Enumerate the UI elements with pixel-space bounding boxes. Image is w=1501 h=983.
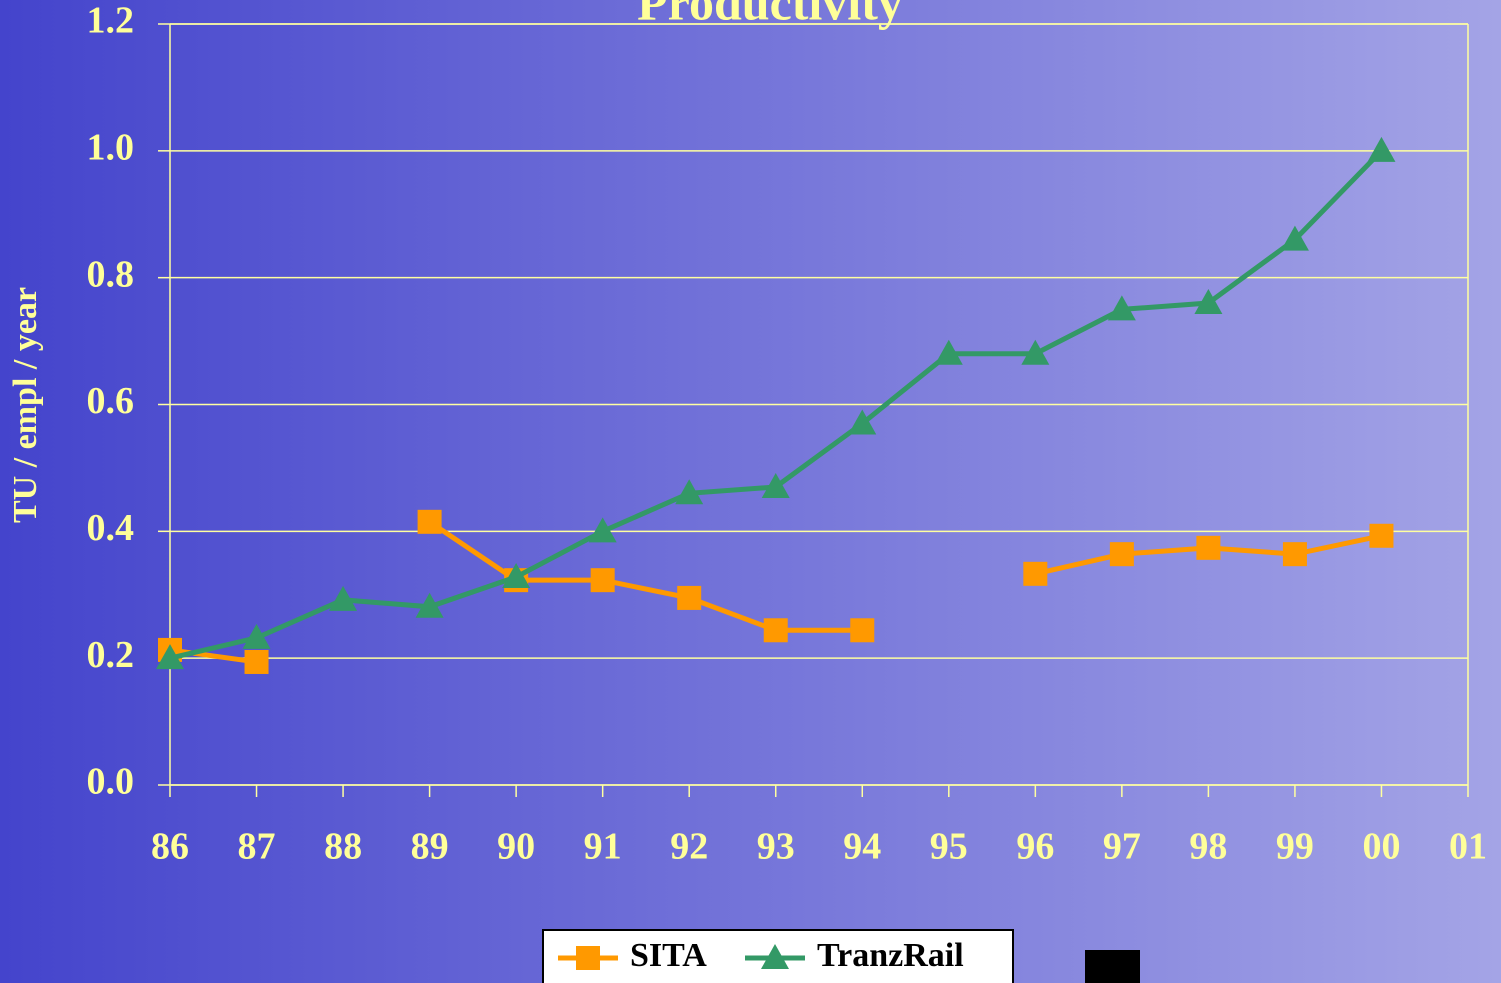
x-tick-label: 98 bbox=[1189, 826, 1227, 868]
x-tick-label: 93 bbox=[757, 826, 795, 868]
data-point bbox=[417, 509, 442, 534]
data-point bbox=[675, 479, 704, 505]
data-point bbox=[1196, 535, 1221, 560]
legend-marker bbox=[761, 944, 789, 969]
y-axis-label: TU / empl / year bbox=[7, 287, 44, 523]
y-tick-label: 1.0 bbox=[87, 127, 135, 169]
x-tick-label: 91 bbox=[584, 826, 622, 868]
data-point bbox=[1367, 136, 1396, 162]
y-tick-label: 0.0 bbox=[87, 761, 135, 803]
data-point bbox=[588, 517, 617, 543]
x-tick-label: 90 bbox=[497, 826, 535, 868]
data-point bbox=[1107, 295, 1136, 321]
x-tick-label: 87 bbox=[238, 826, 276, 868]
data-point bbox=[1194, 289, 1223, 315]
x-tick-label: 88 bbox=[324, 826, 362, 868]
data-point bbox=[1280, 225, 1309, 251]
data-point bbox=[156, 644, 184, 670]
chart-title: Productivity bbox=[637, 0, 903, 30]
data-point bbox=[1023, 561, 1048, 586]
x-tick-label: 96 bbox=[1016, 826, 1054, 868]
x-tick-label: 86 bbox=[151, 826, 189, 868]
data-point bbox=[761, 472, 790, 498]
data-point bbox=[850, 618, 875, 643]
legend-label: SITA bbox=[630, 937, 707, 974]
y-tick-label: 1.2 bbox=[87, 0, 135, 42]
data-point bbox=[415, 592, 444, 618]
x-tick-label: 97 bbox=[1103, 826, 1141, 868]
x-tick-label: 95 bbox=[930, 826, 968, 868]
data-point bbox=[763, 618, 788, 643]
x-tick-label: 94 bbox=[843, 826, 881, 868]
data-point bbox=[848, 409, 877, 435]
legend-label: TranzRail bbox=[817, 937, 964, 974]
data-point bbox=[502, 562, 531, 588]
x-tick-label: 89 bbox=[411, 826, 449, 868]
x-tick-label: 01 bbox=[1449, 826, 1487, 868]
data-point bbox=[677, 585, 702, 610]
data-point bbox=[1369, 523, 1394, 548]
data-point bbox=[1109, 542, 1134, 567]
data-point bbox=[590, 568, 615, 593]
x-tick-label: 92 bbox=[670, 826, 708, 868]
y-tick-label: 0.4 bbox=[87, 507, 135, 549]
x-tick-label: 00 bbox=[1362, 826, 1400, 868]
legend-marker bbox=[576, 946, 600, 970]
y-tick-label: 0.2 bbox=[87, 634, 135, 676]
data-point bbox=[934, 339, 963, 365]
data-point bbox=[329, 585, 358, 611]
data-point bbox=[242, 623, 271, 649]
data-point bbox=[1282, 542, 1307, 567]
data-point bbox=[1021, 339, 1050, 365]
logo bbox=[1085, 950, 1140, 983]
y-tick-label: 0.6 bbox=[87, 380, 135, 422]
x-tick-label: 99 bbox=[1276, 826, 1314, 868]
data-point bbox=[244, 649, 269, 674]
y-tick-label: 0.8 bbox=[87, 253, 135, 295]
